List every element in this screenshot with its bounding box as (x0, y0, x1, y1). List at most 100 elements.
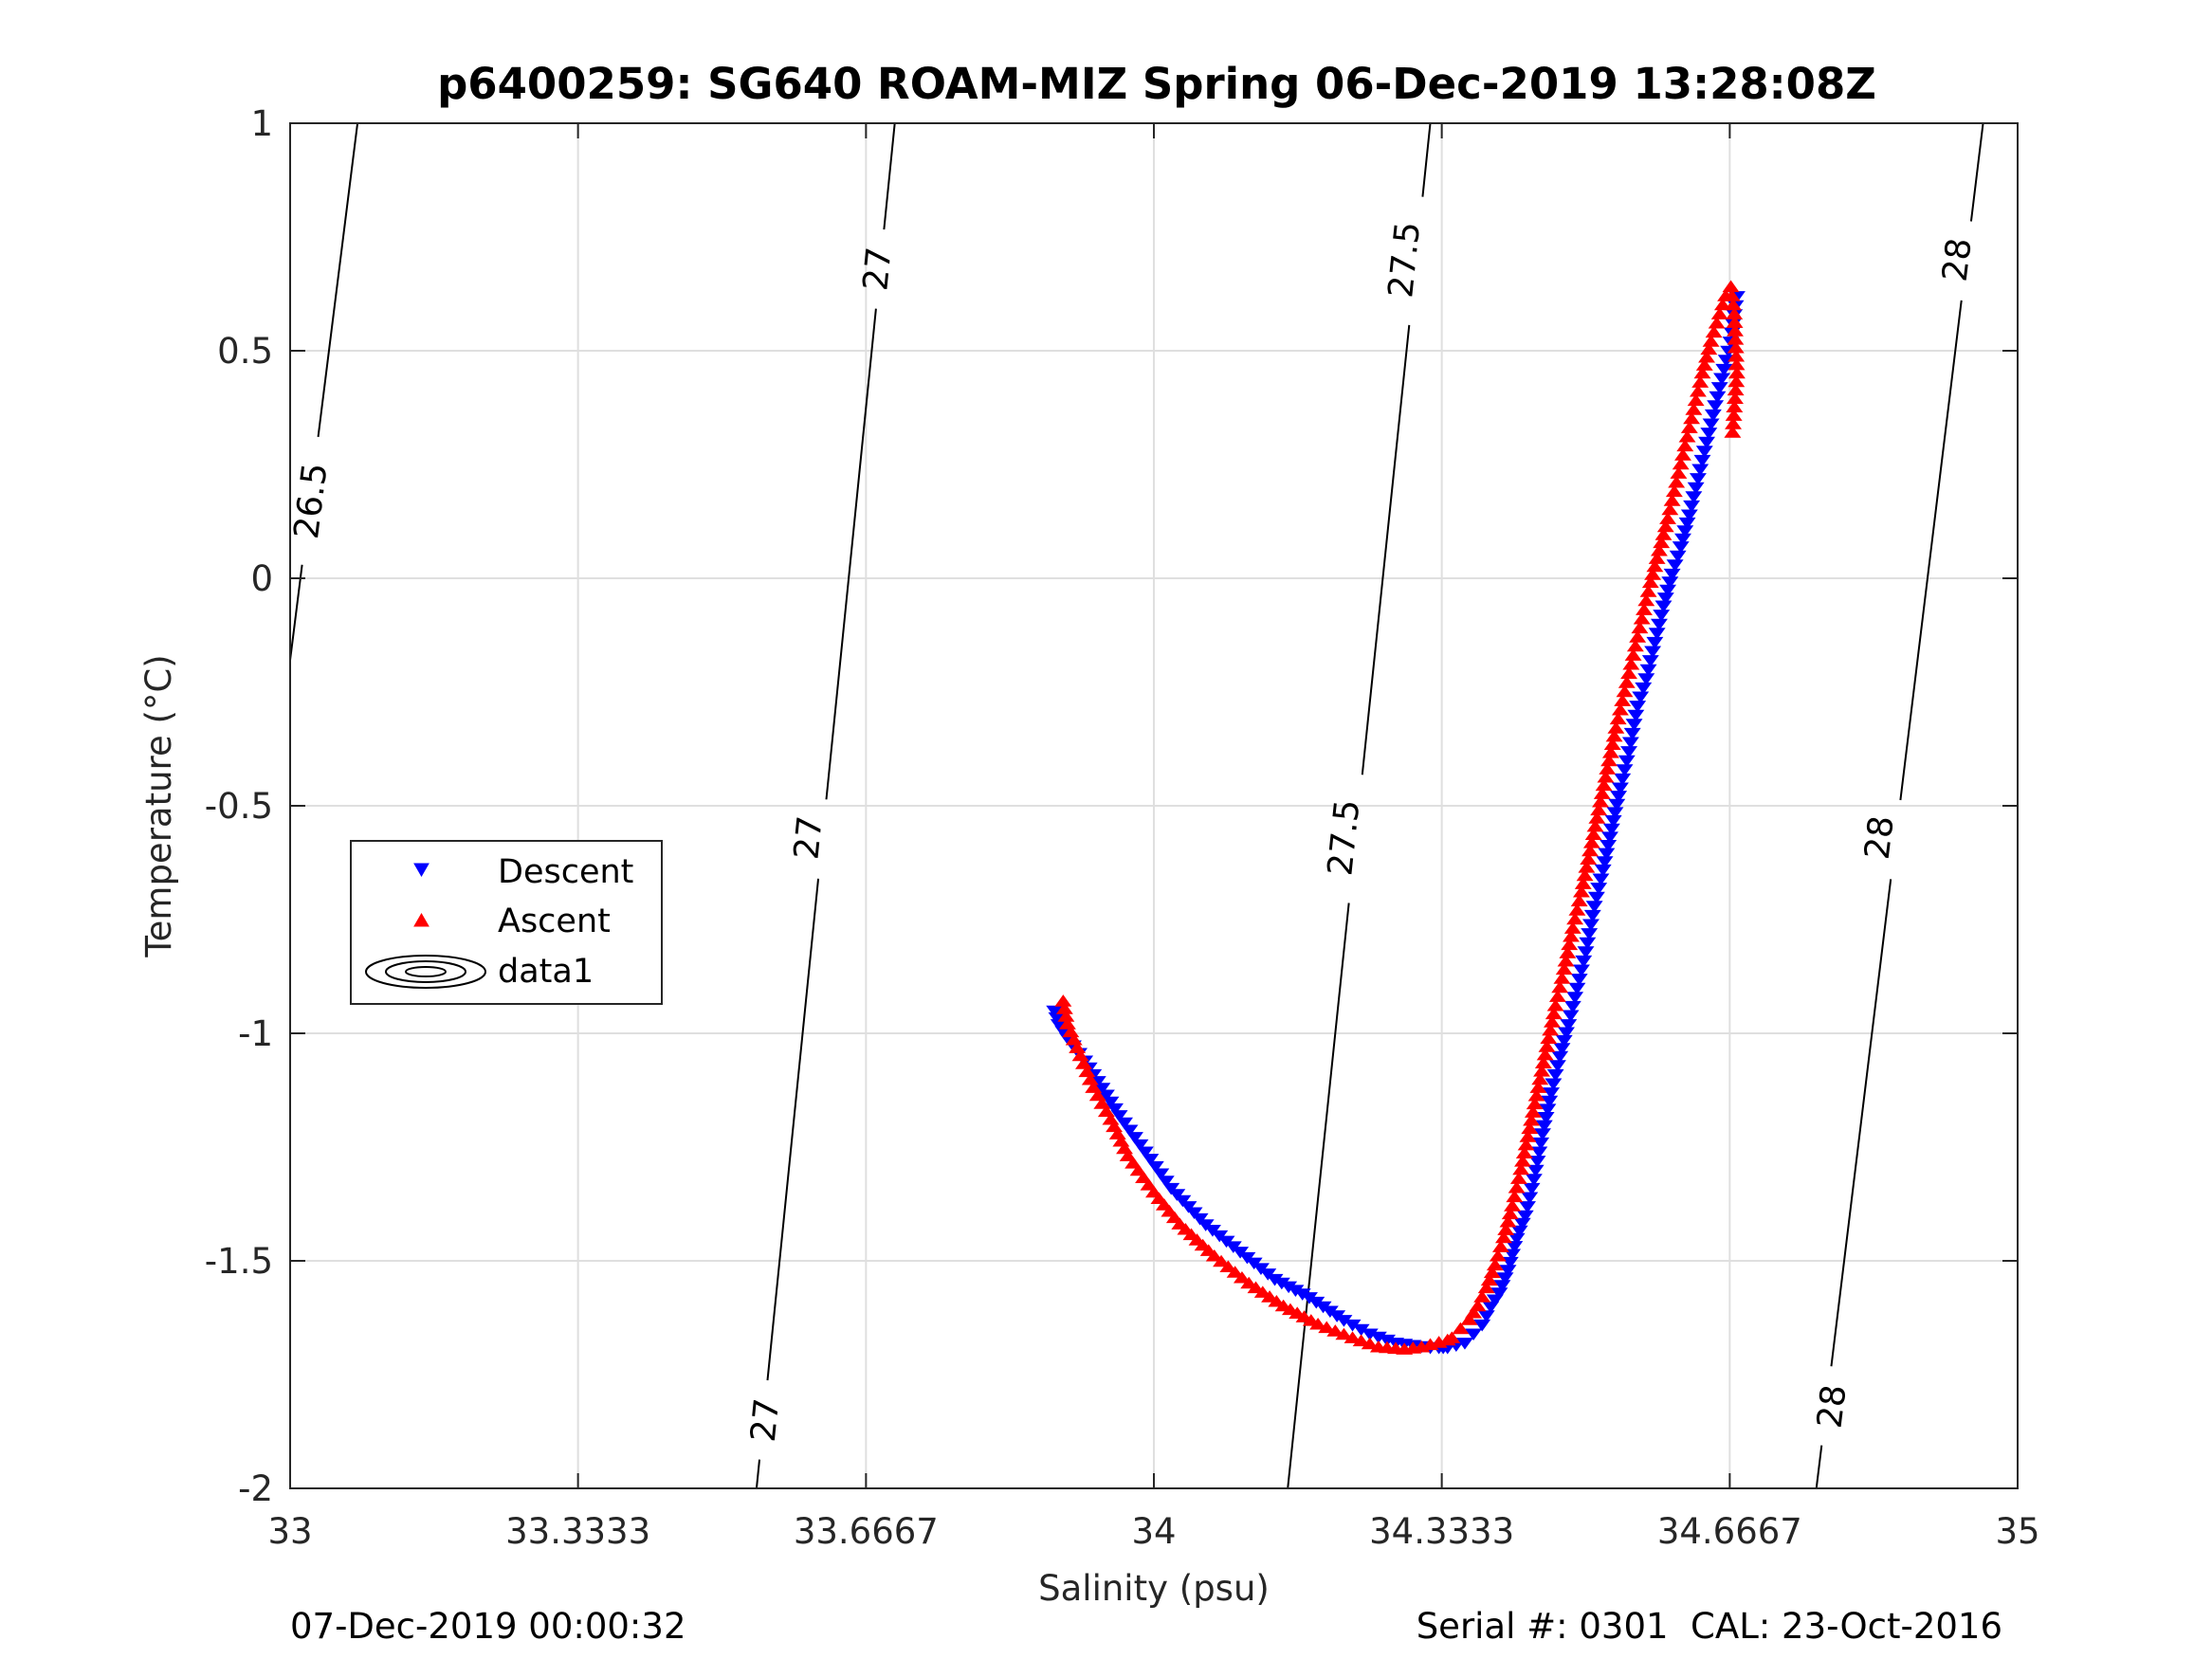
ascent-point (1727, 383, 1745, 396)
ascent-point (1140, 1178, 1158, 1191)
contour-label: 27.5 (1381, 220, 1428, 300)
descent-point (1232, 1247, 1250, 1259)
ascent-point (1438, 1333, 1456, 1346)
descent-point (1131, 1139, 1149, 1152)
ascent-point (1629, 630, 1647, 643)
ascent-point (1430, 1336, 1448, 1348)
descent-point (1521, 1192, 1539, 1205)
y-tick-label: -1.5 (205, 1241, 273, 1282)
ascent-point (1661, 502, 1679, 516)
ascent-point (1726, 307, 1744, 319)
descent-point (1659, 584, 1677, 597)
descent-point (1562, 1010, 1580, 1023)
descent-point (1661, 576, 1679, 589)
ascent-point (1512, 1162, 1530, 1176)
y-tick-label: 1 (250, 103, 273, 144)
descent-point (1555, 1034, 1573, 1048)
ascent-point (1670, 466, 1688, 479)
descent-point (1530, 1146, 1548, 1159)
ascent-point (1710, 307, 1728, 319)
y-axis-label: Temperature (°C) (138, 654, 179, 957)
x-tick-label: 34.6667 (1657, 1511, 1802, 1552)
descent-point (1245, 1257, 1263, 1270)
legend-contour-icon (365, 955, 486, 989)
descent-point (1525, 1174, 1543, 1186)
descent-point (1541, 1095, 1559, 1108)
descent-point (1592, 873, 1610, 886)
descent-point (1598, 848, 1616, 861)
ascent-point (1663, 494, 1681, 506)
ascent-point (1452, 1322, 1470, 1335)
ascent-point (1636, 603, 1653, 615)
descent-point (1551, 1050, 1569, 1064)
descent-point (1693, 454, 1711, 467)
descent-point (1695, 446, 1713, 458)
descent-point (1678, 517, 1696, 530)
x-tick-label: 33.6667 (794, 1511, 939, 1552)
descent-point (1203, 1225, 1221, 1237)
ascent-point (1494, 1231, 1512, 1244)
descent-point (1378, 1334, 1396, 1347)
ascent-point (1624, 648, 1642, 661)
ascent-point (1508, 1180, 1526, 1194)
ascent-point (1680, 421, 1698, 433)
ascent-point (1639, 585, 1657, 597)
ascent-point (1631, 621, 1649, 634)
descent-point (1543, 1087, 1561, 1100)
contour-label: 26.5 (287, 461, 336, 541)
grid-lines (289, 122, 2019, 1489)
descent-point (1174, 1194, 1192, 1208)
x-axis-label: Salinity (psu) (1038, 1568, 1270, 1609)
ascent-point (1687, 393, 1705, 407)
descent-point (1583, 909, 1601, 922)
ascent-point (1678, 429, 1696, 443)
ascent-point (1609, 712, 1627, 725)
descent-point (1663, 568, 1681, 581)
ascent-point (1489, 1249, 1507, 1262)
descent-point (1650, 618, 1668, 631)
descent-point (1572, 964, 1590, 977)
ascent-point (1155, 1198, 1173, 1211)
ascent-point (1486, 1258, 1504, 1271)
ascent-point (1069, 1041, 1087, 1053)
x-tick-label: 34 (1131, 1511, 1176, 1552)
contour-line (289, 122, 359, 661)
descent-point (1493, 1280, 1511, 1292)
y-tick-label: -0.5 (205, 786, 273, 827)
descent-point (1590, 883, 1608, 895)
ascent-point (1618, 676, 1636, 688)
ascent-point (1483, 1266, 1501, 1279)
ascent-point (1116, 1141, 1134, 1155)
ascent-point (1672, 457, 1690, 470)
descent-point (1680, 509, 1698, 522)
ascent-point (1108, 1127, 1126, 1139)
descent-point (1715, 363, 1733, 376)
contour-label: 27 (744, 1396, 787, 1444)
descent-point (1654, 600, 1673, 613)
descent-point (1266, 1273, 1284, 1286)
density-contours: 26.5 27 27 27 27.5 27.5 28 28 28 (287, 122, 1984, 1489)
ascent-point (1150, 1192, 1168, 1205)
ascent-point (1065, 1032, 1083, 1046)
descent-point (1548, 1060, 1566, 1072)
ascent-series (1054, 280, 1746, 1355)
descent-point (1604, 815, 1622, 828)
ascent-point (1620, 666, 1638, 680)
descent-point (1528, 1156, 1546, 1168)
descent-point (1709, 391, 1727, 404)
descent-point (1637, 673, 1655, 685)
y-tick-label: 0.5 (217, 331, 273, 372)
ascent-point (1616, 684, 1634, 698)
legend: Descent Ascent data1 (350, 840, 663, 1005)
descent-point (1683, 500, 1701, 513)
y-tick-label: 0 (250, 558, 273, 599)
y-tick-label: -2 (238, 1468, 273, 1509)
descent-point (1533, 1128, 1551, 1140)
descent-point (1125, 1132, 1143, 1144)
ascent-point (1728, 374, 1746, 388)
descent-point (1610, 791, 1628, 803)
ascent-point (1062, 1025, 1080, 1038)
descent-point (1558, 1027, 1575, 1040)
ascent-point (1165, 1211, 1183, 1224)
